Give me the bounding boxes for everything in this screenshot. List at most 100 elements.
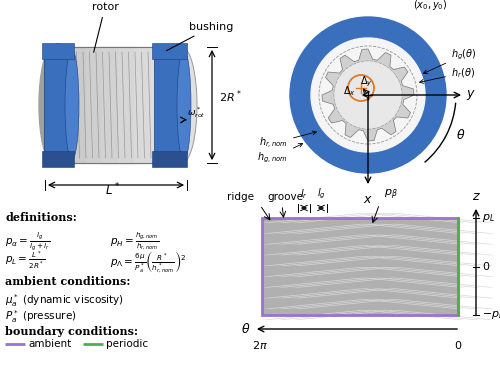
Bar — [69, 49, 86, 161]
Text: $h_{r,nom}$: $h_{r,nom}$ — [259, 131, 316, 150]
Polygon shape — [278, 245, 382, 255]
Polygon shape — [293, 224, 398, 234]
Polygon shape — [322, 49, 414, 141]
Polygon shape — [262, 235, 367, 244]
Polygon shape — [262, 278, 367, 288]
Text: $p_\alpha = \frac{l_g}{l_g+l_r}$: $p_\alpha = \frac{l_g}{l_g+l_r}$ — [5, 230, 50, 253]
Circle shape — [335, 62, 401, 128]
Text: ambient conditions:: ambient conditions: — [5, 276, 130, 287]
Polygon shape — [391, 310, 496, 320]
Bar — [150, 49, 167, 161]
Polygon shape — [293, 245, 398, 255]
Bar — [42, 43, 74, 59]
Text: $h_{g,nom}$: $h_{g,nom}$ — [258, 144, 302, 165]
Polygon shape — [293, 235, 398, 244]
Text: $2\pi$: $2\pi$ — [252, 339, 268, 351]
Text: $p_H = \frac{h_{g,nom}}{h_{r,nom}}$: $p_H = \frac{h_{g,nom}}{h_{r,nom}}$ — [110, 230, 159, 252]
Text: periodic: periodic — [106, 339, 148, 349]
Polygon shape — [278, 267, 382, 277]
Polygon shape — [376, 256, 480, 266]
Bar — [42, 151, 74, 167]
Polygon shape — [360, 289, 465, 298]
Text: $h_r(\theta)$: $h_r(\theta)$ — [420, 66, 475, 83]
Text: $x$: $x$ — [363, 193, 373, 206]
Polygon shape — [391, 224, 496, 234]
Text: bushing: bushing — [166, 22, 234, 51]
Text: $-p_L$: $-p_L$ — [482, 309, 500, 321]
Polygon shape — [293, 256, 398, 266]
Polygon shape — [376, 267, 480, 277]
Polygon shape — [293, 213, 398, 223]
Polygon shape — [262, 224, 367, 234]
Polygon shape — [293, 310, 398, 320]
Text: $(x_0, y_0)$: $(x_0, y_0)$ — [414, 0, 448, 12]
Polygon shape — [360, 278, 465, 288]
Text: $\Delta_x$: $\Delta_x$ — [343, 84, 356, 98]
Polygon shape — [376, 299, 480, 309]
Bar — [167, 50, 183, 160]
Text: $p_\beta$: $p_\beta$ — [384, 188, 398, 202]
Text: definitions:: definitions: — [5, 212, 77, 223]
Polygon shape — [360, 235, 465, 244]
Text: $L^*$: $L^*$ — [105, 181, 120, 198]
Ellipse shape — [51, 44, 65, 56]
Bar — [102, 48, 118, 162]
Text: $P_a^*$ (pressure): $P_a^*$ (pressure) — [5, 308, 76, 325]
Circle shape — [311, 38, 425, 152]
Text: boundary conditions:: boundary conditions: — [5, 326, 138, 337]
Polygon shape — [293, 289, 398, 298]
Polygon shape — [278, 235, 382, 244]
Polygon shape — [376, 245, 480, 255]
Ellipse shape — [167, 47, 197, 163]
Polygon shape — [360, 245, 465, 255]
Text: groove: groove — [267, 192, 303, 202]
Polygon shape — [376, 310, 480, 320]
Polygon shape — [262, 289, 367, 298]
Text: $p_L$: $p_L$ — [482, 212, 495, 224]
Polygon shape — [360, 267, 465, 277]
Polygon shape — [360, 213, 465, 223]
Text: $z$: $z$ — [472, 190, 480, 203]
Ellipse shape — [65, 50, 79, 160]
Bar — [262, 218, 458, 315]
Bar — [262, 218, 458, 315]
Text: rotor: rotor — [92, 2, 118, 52]
Circle shape — [290, 17, 446, 173]
Text: $0$: $0$ — [482, 261, 490, 273]
Polygon shape — [278, 224, 382, 234]
Bar — [53, 50, 69, 160]
Bar — [152, 43, 187, 59]
Text: $\theta$: $\theta$ — [456, 128, 466, 142]
Polygon shape — [262, 256, 367, 266]
Bar — [154, 50, 185, 160]
Polygon shape — [293, 299, 398, 309]
Bar — [118, 48, 134, 162]
Polygon shape — [360, 224, 465, 234]
Bar — [44, 50, 72, 160]
Text: $p_\Lambda = \frac{6\mu}{P_a^*}\left(\frac{R^*}{h_{r,nom}^*}\right)^2$: $p_\Lambda = \frac{6\mu}{P_a^*}\left(\fr… — [110, 250, 186, 276]
Bar — [152, 151, 187, 167]
Text: $\mu_a^*$ (dynamic viscosity): $\mu_a^*$ (dynamic viscosity) — [5, 292, 124, 309]
Polygon shape — [391, 278, 496, 288]
Text: $y$: $y$ — [466, 88, 476, 102]
Text: $h_g(\theta)$: $h_g(\theta)$ — [424, 48, 476, 74]
Polygon shape — [376, 278, 480, 288]
Text: $0$: $0$ — [454, 339, 462, 351]
Text: $\theta$: $\theta$ — [240, 322, 250, 336]
Polygon shape — [262, 267, 367, 277]
Bar — [134, 48, 150, 162]
Ellipse shape — [177, 50, 191, 160]
Polygon shape — [391, 245, 496, 255]
Polygon shape — [293, 278, 398, 288]
Polygon shape — [360, 256, 465, 266]
Polygon shape — [376, 213, 480, 223]
Polygon shape — [293, 267, 398, 277]
Text: ridge: ridge — [227, 192, 254, 202]
Text: $\Delta_y$: $\Delta_y$ — [360, 75, 373, 89]
Polygon shape — [278, 289, 382, 298]
Polygon shape — [262, 245, 367, 255]
Text: $\omega_{rot}^*$: $\omega_{rot}^*$ — [187, 104, 206, 120]
Polygon shape — [262, 299, 367, 309]
Polygon shape — [278, 213, 382, 223]
Polygon shape — [376, 224, 480, 234]
